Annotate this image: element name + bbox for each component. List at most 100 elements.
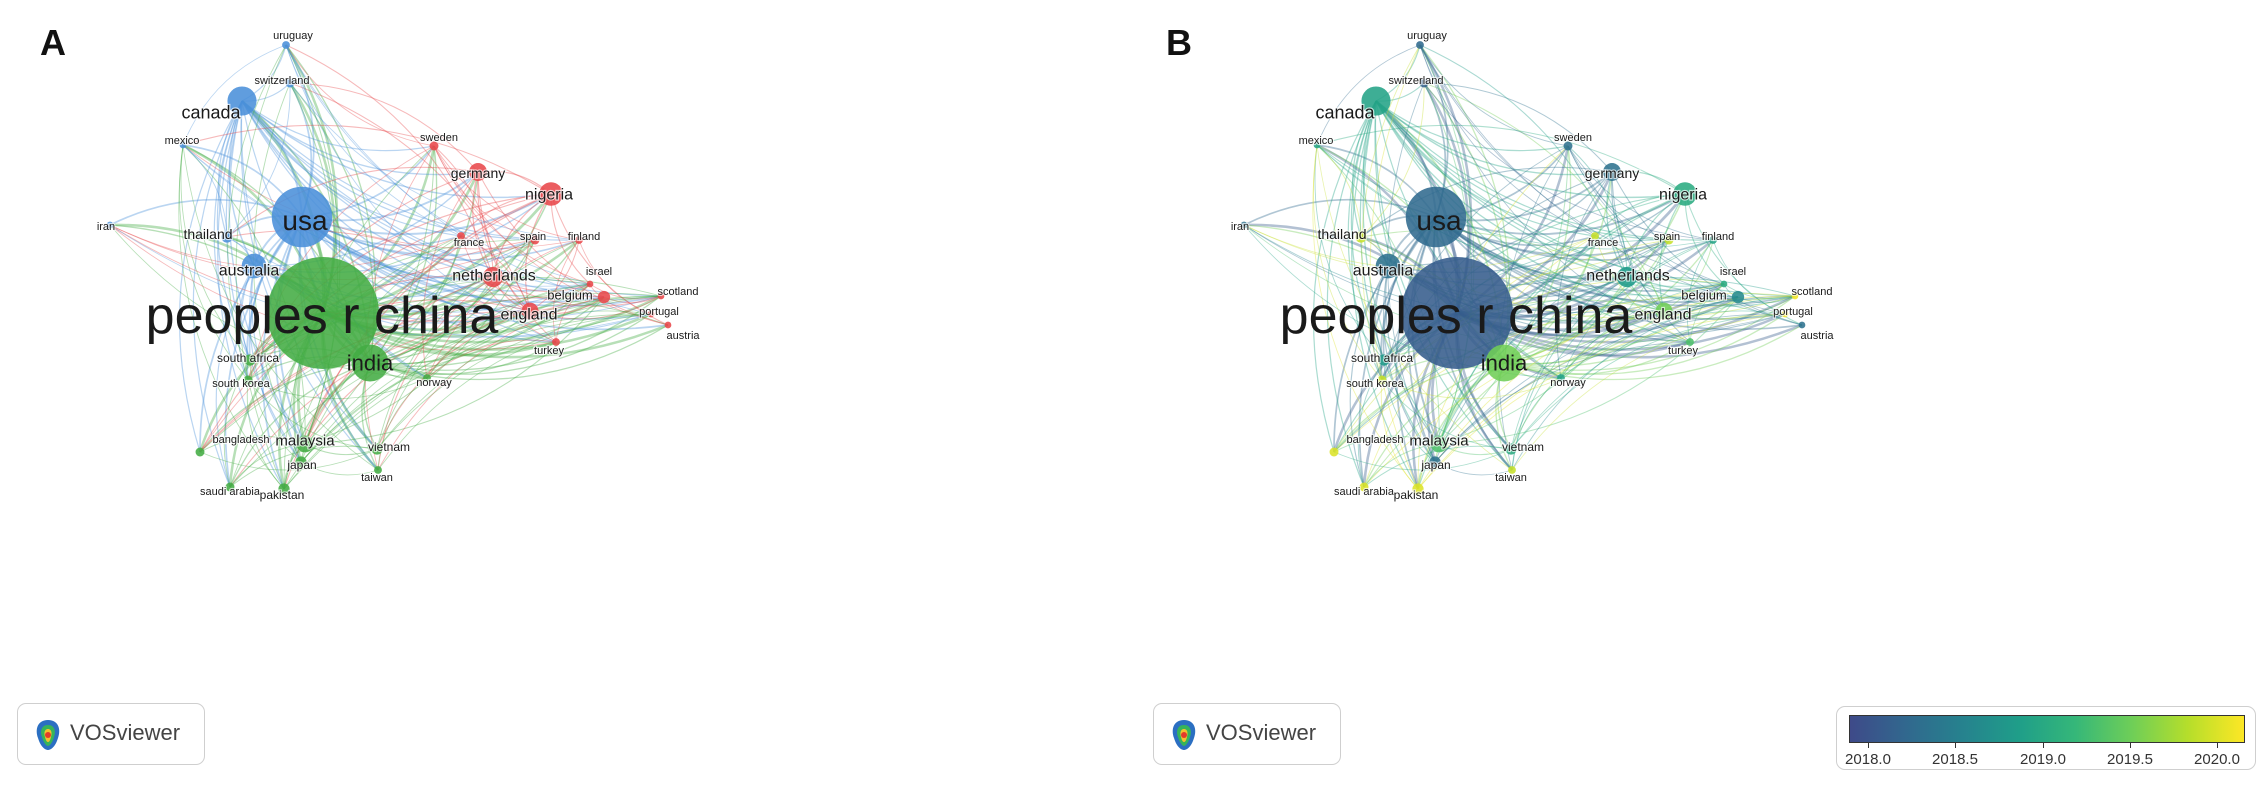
country-node[interactable] (1378, 354, 1390, 366)
country-node[interactable] (271, 186, 333, 248)
country-node[interactable] (1791, 292, 1799, 300)
country-node[interactable] (1781, 310, 1789, 318)
link-edge (182, 144, 580, 250)
country-node[interactable] (179, 141, 187, 149)
link-edge (1560, 339, 1691, 379)
link-edge (182, 44, 287, 146)
link-edge (1511, 313, 1786, 471)
country-node[interactable] (106, 221, 114, 229)
country-node[interactable] (1563, 141, 1573, 151)
country-node[interactable] (457, 232, 465, 240)
country-node[interactable] (267, 257, 379, 369)
link-edge (229, 445, 378, 488)
link-edge (1503, 313, 1786, 375)
country-node[interactable] (244, 354, 256, 366)
country-node[interactable] (285, 78, 295, 88)
country-node[interactable] (351, 344, 389, 382)
link-edge (1663, 239, 1714, 312)
vosviewer-badge-b[interactable]: VOSviewer (1153, 703, 1341, 765)
country-node[interactable] (1508, 466, 1516, 474)
link-edge (492, 276, 662, 307)
country-label: malaysia (1409, 432, 1469, 449)
country-label: turkey (534, 345, 564, 357)
country-node[interactable] (278, 483, 290, 495)
country-node[interactable] (282, 41, 290, 49)
country-node[interactable] (586, 280, 594, 288)
country-node[interactable] (539, 182, 563, 206)
country-node[interactable] (1603, 163, 1621, 181)
country-node[interactable] (1709, 236, 1717, 244)
country-node[interactable] (1429, 456, 1441, 468)
country-node[interactable] (1361, 86, 1391, 116)
link-edge (1326, 100, 1377, 488)
country-node[interactable] (552, 338, 560, 346)
country-node[interactable] (469, 163, 487, 181)
country-node[interactable] (1313, 141, 1321, 149)
country-node[interactable] (1416, 41, 1424, 49)
country-node[interactable] (1664, 235, 1674, 245)
country-node[interactable] (374, 466, 382, 474)
link-edge (1503, 239, 1714, 364)
country-node[interactable] (1616, 266, 1638, 288)
country-node[interactable] (1591, 232, 1599, 240)
link-edge (369, 239, 536, 364)
country-node[interactable] (195, 447, 205, 457)
country-node[interactable] (1686, 338, 1694, 346)
link-edge (1686, 239, 1714, 343)
country-node[interactable] (1355, 231, 1367, 243)
link-edge (460, 235, 557, 343)
vosviewer-badge-a[interactable]: VOSviewer (17, 703, 205, 765)
country-label: iran (1231, 221, 1249, 233)
country-node[interactable] (1430, 435, 1448, 453)
country-node[interactable] (664, 321, 672, 329)
country-node[interactable] (1329, 447, 1339, 457)
country-node[interactable] (1401, 257, 1513, 369)
country-node[interactable] (1405, 186, 1467, 248)
country-node[interactable] (371, 443, 383, 455)
country-node[interactable] (227, 86, 257, 116)
link-edge (1419, 44, 1475, 445)
country-node[interactable] (530, 235, 540, 245)
link-edge (285, 44, 591, 285)
country-node[interactable] (1720, 280, 1728, 288)
country-node[interactable] (1505, 443, 1517, 455)
country-node[interactable] (657, 292, 665, 300)
link-edge (182, 124, 552, 195)
country-node[interactable] (221, 231, 233, 243)
country-node[interactable] (296, 435, 314, 453)
country-node[interactable] (1419, 78, 1429, 88)
country-node[interactable] (241, 253, 267, 279)
link-edge (226, 236, 662, 320)
country-node[interactable] (1655, 302, 1673, 320)
node-layer (106, 41, 672, 495)
link-edge (1503, 193, 1686, 364)
country-node[interactable] (521, 302, 539, 320)
country-node[interactable] (597, 290, 611, 304)
country-node[interactable] (647, 310, 655, 318)
country-node[interactable] (1377, 375, 1387, 385)
link-edge (301, 216, 591, 292)
country-node[interactable] (1412, 483, 1424, 495)
country-node[interactable] (429, 141, 439, 151)
country-node[interactable] (482, 266, 504, 288)
country-node[interactable] (1673, 182, 1697, 206)
country-node[interactable] (1485, 344, 1523, 382)
country-node[interactable] (1375, 253, 1401, 279)
country-node[interactable] (1240, 221, 1248, 229)
country-node[interactable] (243, 375, 253, 385)
link-edge (1316, 144, 1714, 250)
country-node[interactable] (295, 456, 307, 468)
country-label: south korea (1346, 378, 1404, 390)
link-edge (369, 171, 479, 364)
link-edge (555, 283, 591, 343)
country-node[interactable] (1359, 482, 1369, 492)
country-node[interactable] (575, 236, 583, 244)
link-edge (1435, 216, 1803, 331)
country-node[interactable] (225, 482, 235, 492)
country-node[interactable] (1798, 321, 1806, 329)
country-node[interactable] (1557, 374, 1565, 382)
country-node[interactable] (423, 374, 431, 382)
country-node[interactable] (1731, 290, 1745, 304)
node-layer (1240, 41, 1806, 495)
link-edge (1417, 362, 1505, 490)
